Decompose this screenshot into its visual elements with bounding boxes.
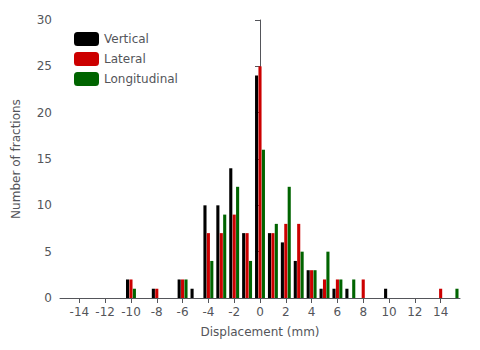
svg-text:6: 6 (334, 305, 342, 319)
svg-text:10: 10 (37, 198, 52, 212)
svg-text:20: 20 (37, 106, 52, 120)
svg-text:-8: -8 (151, 305, 163, 319)
svg-text:Vertical: Vertical (104, 32, 149, 46)
svg-text:5: 5 (44, 245, 52, 259)
svg-text:-14: -14 (70, 305, 90, 319)
svg-text:-6: -6 (177, 305, 189, 319)
svg-text:0: 0 (44, 291, 52, 305)
svg-text:-2: -2 (228, 305, 240, 319)
svg-text:Longitudinal: Longitudinal (104, 72, 178, 86)
svg-text:-10: -10 (121, 305, 141, 319)
svg-text:Lateral: Lateral (104, 52, 146, 66)
svg-text:Number of fractions: Number of fractions (9, 99, 23, 219)
svg-text:10: 10 (381, 305, 396, 319)
svg-text:14: 14 (433, 305, 448, 319)
svg-text:4: 4 (308, 305, 316, 319)
svg-text:30: 30 (37, 13, 52, 27)
svg-text:0: 0 (256, 305, 264, 319)
svg-text:Displacement (mm): Displacement (mm) (200, 325, 319, 339)
svg-text:12: 12 (407, 305, 422, 319)
svg-text:25: 25 (37, 59, 52, 73)
svg-text:-4: -4 (202, 305, 214, 319)
svg-text:2: 2 (282, 305, 290, 319)
svg-text:15: 15 (37, 152, 52, 166)
svg-text:-12: -12 (95, 305, 115, 319)
svg-text:8: 8 (359, 305, 367, 319)
